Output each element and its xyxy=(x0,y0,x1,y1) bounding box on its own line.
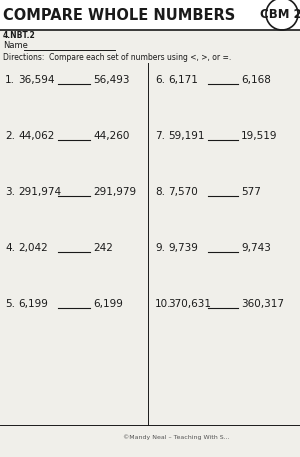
Text: Name: Name xyxy=(3,42,28,51)
Text: 291,979: 291,979 xyxy=(93,187,136,197)
Text: 59,191: 59,191 xyxy=(168,131,205,141)
Text: 9.: 9. xyxy=(155,243,165,253)
Text: 2.: 2. xyxy=(5,131,15,141)
Text: 6,199: 6,199 xyxy=(18,299,48,309)
Text: 3.: 3. xyxy=(5,187,15,197)
Text: 6,199: 6,199 xyxy=(93,299,123,309)
Text: 8.: 8. xyxy=(155,187,165,197)
Text: 360,317: 360,317 xyxy=(241,299,284,309)
Text: 1.: 1. xyxy=(5,75,15,85)
Text: 6,171: 6,171 xyxy=(168,75,198,85)
Text: 10.: 10. xyxy=(155,299,172,309)
Text: COMPARE WHOLE NUMBERS: COMPARE WHOLE NUMBERS xyxy=(3,8,235,23)
Text: 4.: 4. xyxy=(5,243,15,253)
Text: 19,519: 19,519 xyxy=(241,131,278,141)
Text: 56,493: 56,493 xyxy=(93,75,130,85)
Text: 2,042: 2,042 xyxy=(18,243,48,253)
Text: 5.: 5. xyxy=(5,299,15,309)
Text: ©Mandy Neal – Teaching With S...: ©Mandy Neal – Teaching With S... xyxy=(123,434,230,440)
Text: 6,168: 6,168 xyxy=(241,75,271,85)
Text: 370,631: 370,631 xyxy=(168,299,211,309)
Text: 4.NBT.2: 4.NBT.2 xyxy=(3,32,36,41)
Text: 7.: 7. xyxy=(155,131,165,141)
Text: Directions:  Compare each set of numbers using <, >, or =.: Directions: Compare each set of numbers … xyxy=(3,53,231,62)
Text: CBM 2: CBM 2 xyxy=(260,9,300,21)
Text: 9,743: 9,743 xyxy=(241,243,271,253)
Text: 242: 242 xyxy=(93,243,113,253)
Text: 9,739: 9,739 xyxy=(168,243,198,253)
Text: 6.: 6. xyxy=(155,75,165,85)
Text: 44,260: 44,260 xyxy=(93,131,129,141)
FancyBboxPatch shape xyxy=(0,0,300,30)
Text: 36,594: 36,594 xyxy=(18,75,55,85)
Text: 44,062: 44,062 xyxy=(18,131,54,141)
Text: 291,974: 291,974 xyxy=(18,187,61,197)
Text: 7,570: 7,570 xyxy=(168,187,198,197)
Text: 577: 577 xyxy=(241,187,261,197)
